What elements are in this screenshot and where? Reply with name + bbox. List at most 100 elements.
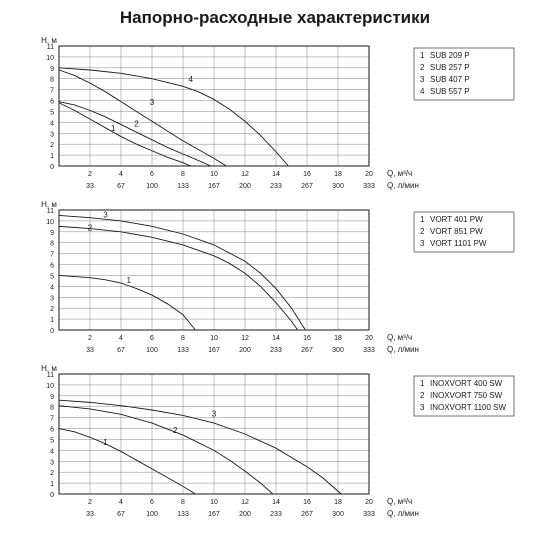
curve-tag: 3 xyxy=(103,211,108,220)
svg-text:5: 5 xyxy=(50,109,54,116)
svg-text:67: 67 xyxy=(117,183,125,190)
legend-num: 1 xyxy=(420,51,425,60)
svg-text:333: 333 xyxy=(363,347,375,354)
svg-text:4: 4 xyxy=(119,171,123,178)
svg-text:33: 33 xyxy=(86,511,94,518)
svg-text:233: 233 xyxy=(270,511,282,518)
svg-text:300: 300 xyxy=(332,347,344,354)
svg-text:233: 233 xyxy=(270,347,282,354)
svg-text:167: 167 xyxy=(208,511,220,518)
page-title: Напорно-расходные характеристики xyxy=(0,8,550,28)
svg-text:0: 0 xyxy=(50,492,54,499)
legend-label: SUB 557 P xyxy=(430,87,470,96)
svg-text:3: 3 xyxy=(50,295,54,302)
svg-text:8: 8 xyxy=(50,241,54,248)
svg-text:0: 0 xyxy=(50,164,54,171)
svg-text:18: 18 xyxy=(334,335,342,342)
svg-text:67: 67 xyxy=(117,347,125,354)
legend-label: INOXVORT 750 SW xyxy=(430,391,503,400)
svg-text:4: 4 xyxy=(50,448,54,455)
svg-text:3: 3 xyxy=(50,131,54,138)
svg-text:12: 12 xyxy=(241,499,249,506)
svg-text:6: 6 xyxy=(150,499,154,506)
svg-text:1: 1 xyxy=(50,153,54,160)
svg-text:267: 267 xyxy=(301,183,313,190)
legend-label: VORT 1101 PW xyxy=(430,239,487,248)
svg-text:Q, м³/ч: Q, м³/ч xyxy=(387,169,412,178)
svg-text:10: 10 xyxy=(46,383,54,390)
svg-text:20: 20 xyxy=(365,335,373,342)
svg-text:300: 300 xyxy=(332,183,344,190)
svg-text:167: 167 xyxy=(208,347,220,354)
chart-inoxvort: 0123456789101124681012141618203367100133… xyxy=(17,360,534,524)
svg-text:7: 7 xyxy=(50,252,54,259)
svg-text:H, м: H, м xyxy=(41,200,57,209)
svg-text:9: 9 xyxy=(50,230,54,237)
legend-num: 2 xyxy=(420,63,425,72)
svg-text:18: 18 xyxy=(334,499,342,506)
curve-tag: 1 xyxy=(103,438,108,447)
curve-tag: 3 xyxy=(211,410,216,419)
svg-text:6: 6 xyxy=(150,171,154,178)
svg-text:2: 2 xyxy=(88,335,92,342)
chart-block-inoxvort: 0123456789101124681012141618203367100133… xyxy=(17,360,534,524)
svg-text:Q, л/мин: Q, л/мин xyxy=(387,509,419,518)
svg-text:16: 16 xyxy=(303,499,311,506)
svg-text:11: 11 xyxy=(46,44,53,51)
svg-text:5: 5 xyxy=(50,437,54,444)
curve-tag: 3 xyxy=(149,98,154,107)
svg-text:267: 267 xyxy=(301,511,313,518)
legend-label: SUB 209 P xyxy=(430,51,470,60)
legend-num: 1 xyxy=(420,215,425,224)
svg-text:12: 12 xyxy=(241,335,249,342)
legend-label: VORT 851 PW xyxy=(430,227,483,236)
curve-tag: 1 xyxy=(111,124,116,133)
svg-text:10: 10 xyxy=(46,219,54,226)
svg-text:333: 333 xyxy=(363,511,375,518)
svg-text:11: 11 xyxy=(46,208,53,215)
svg-text:H, м: H, м xyxy=(41,364,57,373)
svg-text:2: 2 xyxy=(50,470,54,477)
svg-text:8: 8 xyxy=(181,335,185,342)
svg-text:10: 10 xyxy=(46,55,54,62)
svg-text:9: 9 xyxy=(50,66,54,73)
svg-text:2: 2 xyxy=(88,171,92,178)
svg-text:20: 20 xyxy=(365,171,373,178)
svg-text:Q, л/мин: Q, л/мин xyxy=(387,345,419,354)
svg-text:14: 14 xyxy=(272,499,280,506)
svg-text:100: 100 xyxy=(146,183,158,190)
svg-text:18: 18 xyxy=(334,171,342,178)
svg-text:267: 267 xyxy=(301,347,313,354)
svg-text:10: 10 xyxy=(210,335,218,342)
svg-text:8: 8 xyxy=(50,405,54,412)
svg-text:Q, м³/ч: Q, м³/ч xyxy=(387,497,412,506)
svg-text:8: 8 xyxy=(181,171,185,178)
svg-text:11: 11 xyxy=(46,372,53,379)
svg-text:6: 6 xyxy=(50,99,54,106)
svg-text:14: 14 xyxy=(272,171,280,178)
svg-text:20: 20 xyxy=(365,499,373,506)
legend-num: 3 xyxy=(420,75,425,84)
legend-num: 2 xyxy=(420,391,425,400)
svg-text:16: 16 xyxy=(303,171,311,178)
svg-text:4: 4 xyxy=(119,335,123,342)
curve-tag: 2 xyxy=(87,224,92,233)
svg-text:133: 133 xyxy=(177,183,189,190)
svg-text:16: 16 xyxy=(303,335,311,342)
curve-tag: 1 xyxy=(126,276,131,285)
svg-text:10: 10 xyxy=(210,171,218,178)
svg-text:9: 9 xyxy=(50,394,54,401)
svg-text:167: 167 xyxy=(208,183,220,190)
svg-text:1: 1 xyxy=(50,317,54,324)
svg-text:200: 200 xyxy=(239,347,251,354)
charts-container: 0123456789101124681012141618203367100133… xyxy=(0,32,550,524)
legend-num: 3 xyxy=(420,239,425,248)
legend-num: 3 xyxy=(420,403,425,412)
legend-num: 2 xyxy=(420,227,425,236)
svg-text:6: 6 xyxy=(50,263,54,270)
chart-block-sub: 0123456789101124681012141618203367100133… xyxy=(17,32,534,196)
svg-text:100: 100 xyxy=(146,347,158,354)
legend-num: 1 xyxy=(420,379,425,388)
svg-text:3: 3 xyxy=(50,459,54,466)
svg-text:Q, л/мин: Q, л/мин xyxy=(387,181,419,190)
